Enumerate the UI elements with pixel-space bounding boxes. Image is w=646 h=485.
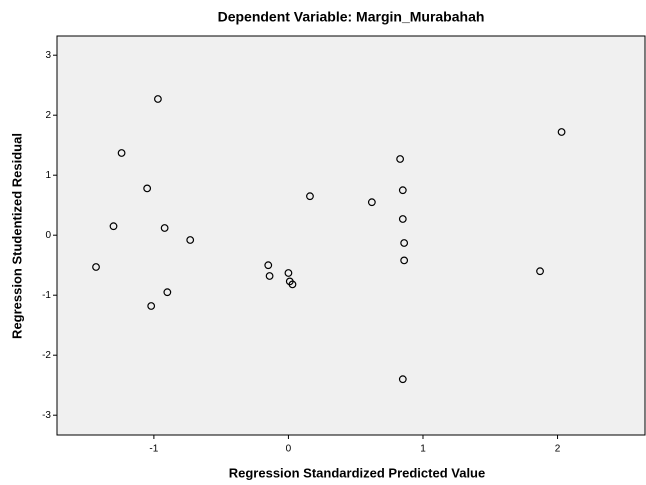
y-tick-label: 3 — [45, 50, 51, 61]
y-tick-label: -1 — [42, 290, 51, 301]
data-point — [109, 222, 118, 231]
data-point — [284, 269, 293, 277]
data-point — [398, 375, 407, 384]
data-point — [557, 128, 566, 136]
data-point — [186, 236, 195, 244]
data-point — [398, 186, 407, 195]
data-point — [396, 155, 405, 163]
y-axis-label: Regression Studentized Residual — [9, 133, 24, 339]
y-tick-label: -2 — [42, 350, 51, 361]
y-tick-label: 2 — [45, 110, 51, 121]
data-point — [536, 267, 544, 276]
data-point — [367, 198, 376, 207]
y-tick-label: 1 — [45, 170, 51, 181]
chart-title: Dependent Variable: Margin_Murabahah — [218, 9, 485, 25]
data-point — [306, 192, 314, 201]
x-tick-label: 0 — [286, 444, 292, 455]
data-point — [400, 256, 409, 265]
data-point — [400, 239, 409, 247]
data-point — [147, 302, 156, 310]
x-tick-label: 1 — [420, 444, 426, 455]
plot-area — [56, 35, 646, 436]
data-point — [163, 288, 172, 297]
data-point — [92, 263, 100, 271]
data-point — [160, 224, 169, 232]
data-point — [398, 215, 407, 223]
x-tick-label: 2 — [555, 444, 561, 455]
data-point — [288, 280, 297, 289]
data-point — [143, 184, 152, 193]
y-tick-label: 0 — [45, 230, 51, 241]
x-tick-label: -1 — [149, 444, 158, 455]
data-point — [117, 149, 126, 157]
data-point — [154, 95, 162, 103]
y-tick-label: -3 — [42, 410, 51, 421]
x-axis-label: Regression Standardized Predicted Value — [229, 465, 485, 480]
data-point — [265, 272, 274, 280]
data-point — [264, 261, 273, 270]
